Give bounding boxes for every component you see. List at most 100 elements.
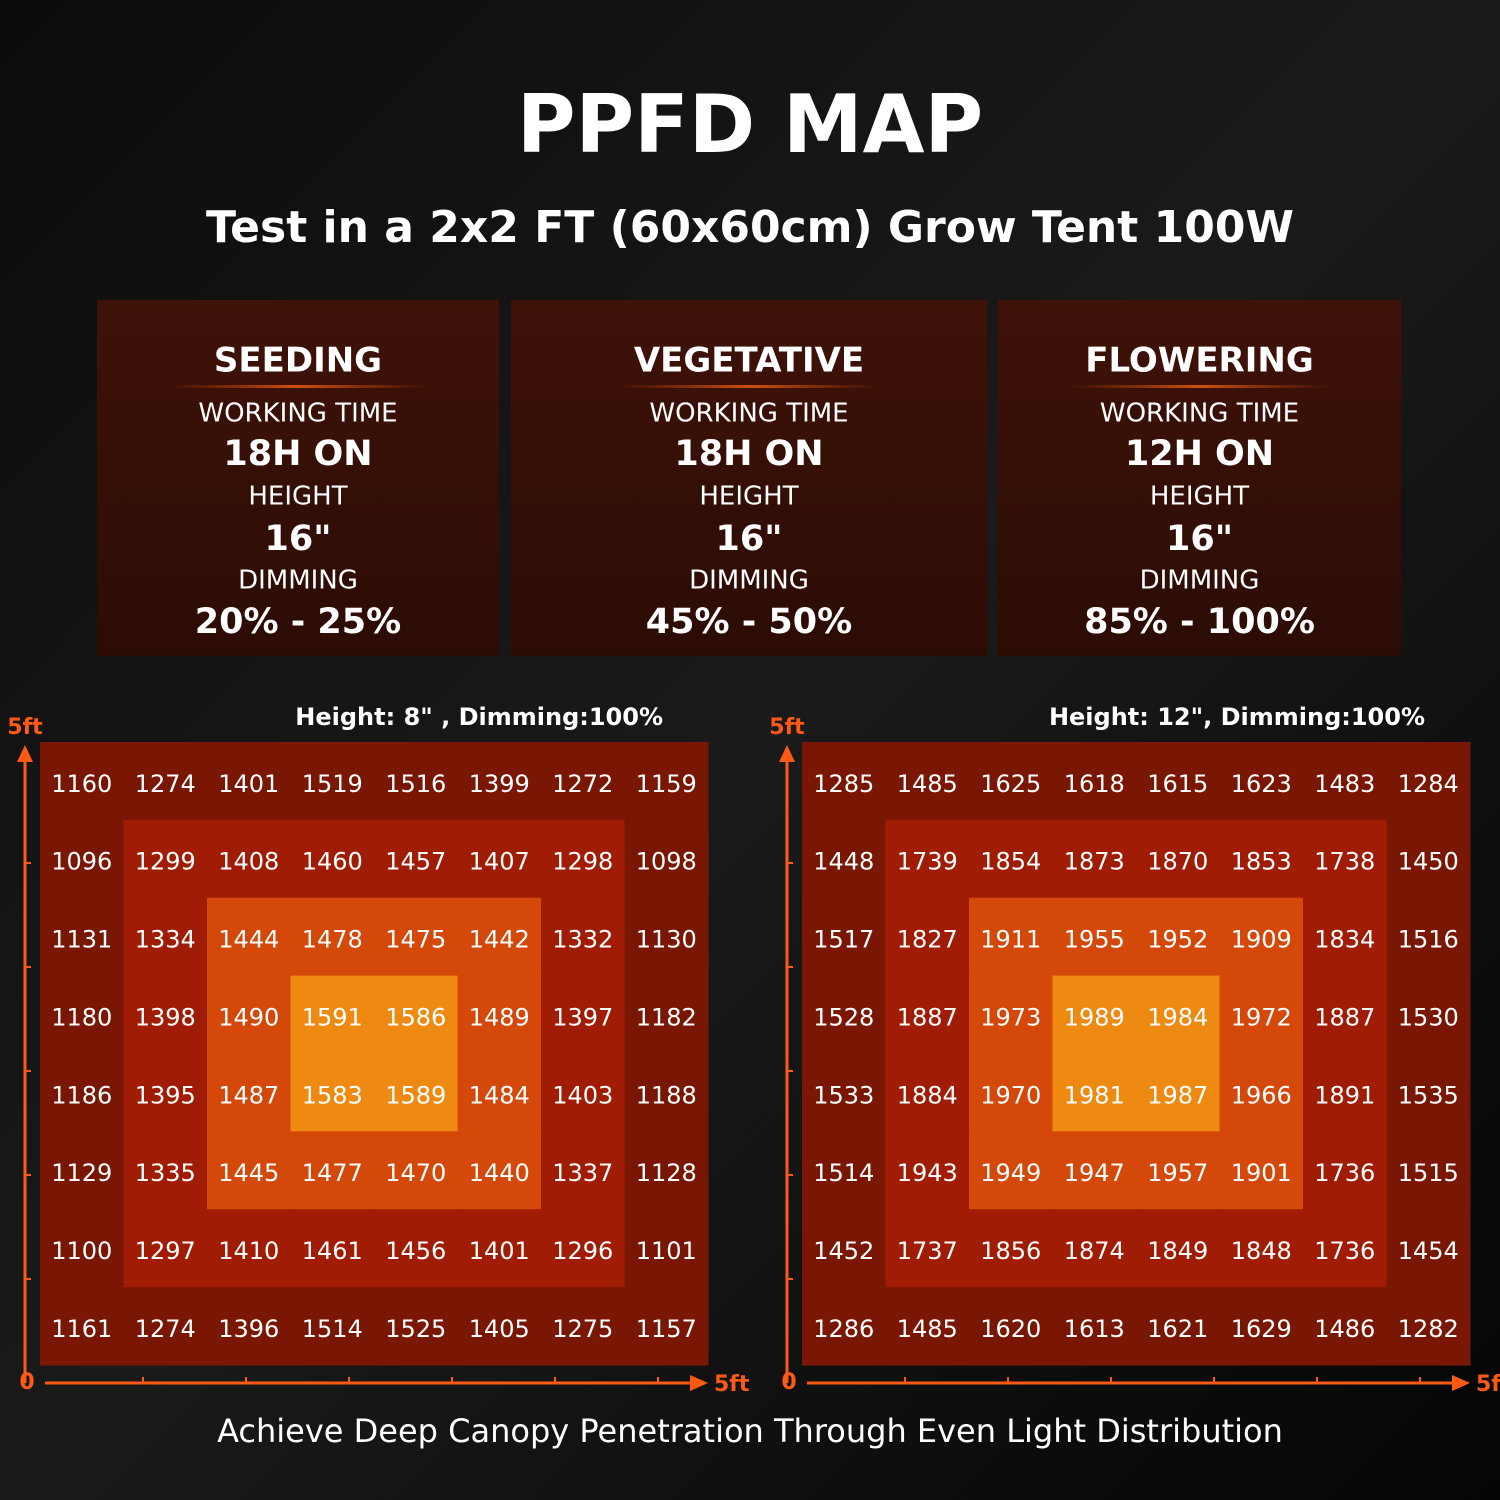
map-cell	[207, 1287, 291, 1366]
map-cell	[969, 1131, 1053, 1210]
ppfd-value: 1445	[218, 1159, 279, 1187]
y-arrow	[779, 745, 795, 762]
map-cell	[374, 897, 458, 977]
y-arrow	[17, 745, 33, 762]
map-cell	[40, 1209, 124, 1288]
ppfd-value: 1161	[51, 1315, 112, 1343]
ppfd-value: 1874	[1064, 1237, 1125, 1265]
ppfd-value: 1949	[980, 1159, 1041, 1187]
map-cell	[207, 975, 291, 1054]
map-cell	[802, 742, 886, 821]
map-cell	[40, 1131, 124, 1210]
ppfd-value: 1739	[897, 848, 958, 876]
ppfd-value: 1952	[1147, 926, 1208, 954]
map-cell	[969, 975, 1053, 1054]
x-axis-label: 5ft	[714, 1372, 750, 1397]
ppfd-value: 1957	[1147, 1159, 1208, 1187]
map-cell	[969, 1287, 1053, 1366]
map-cell	[969, 897, 1053, 977]
ppfd-value: 1297	[135, 1237, 196, 1265]
stage-height: 16"	[1166, 519, 1233, 559]
ppfd-value: 1157	[636, 1315, 697, 1343]
map-cell	[1136, 975, 1220, 1054]
ppfd-value: 1274	[135, 1315, 196, 1343]
ppfd-value: 1884	[897, 1081, 958, 1109]
ppfd-value: 1272	[552, 770, 613, 798]
ppfd-value: 1623	[1231, 770, 1292, 798]
ppfd-value: 1337	[552, 1159, 613, 1187]
ppfd-value: 1286	[813, 1315, 874, 1343]
ppfd-value: 1530	[1398, 1003, 1459, 1031]
ppfd-value: 1737	[897, 1237, 958, 1265]
map-cell	[1386, 1287, 1471, 1366]
ppfd-value: 1516	[1398, 926, 1459, 954]
map-cell	[40, 742, 124, 821]
ppfd-value: 1514	[813, 1159, 874, 1187]
ppfd-value: 1970	[980, 1081, 1041, 1109]
map-cell	[802, 1053, 886, 1132]
ppfd-value: 1460	[302, 848, 363, 876]
map-cell	[541, 819, 625, 899]
map-cell	[207, 742, 291, 821]
ppfd-value: 1448	[813, 848, 874, 876]
map-cell	[802, 1287, 886, 1366]
map-cell	[802, 1131, 886, 1210]
map-cell	[885, 1209, 970, 1288]
map-cell	[885, 975, 970, 1054]
map-cell	[123, 897, 208, 977]
ppfd-value: 1398	[135, 1003, 196, 1031]
map-cell	[885, 1287, 970, 1366]
map-cell	[123, 1131, 208, 1210]
ppfd-value: 1887	[897, 1003, 958, 1031]
ppfd-value: 1981	[1064, 1081, 1125, 1109]
map-cell	[290, 742, 375, 821]
ppfd-value: 1613	[1064, 1315, 1125, 1343]
ppfd-value: 1284	[1398, 770, 1459, 798]
map-cell	[1052, 742, 1137, 821]
ppfd-value: 1989	[1064, 1003, 1125, 1031]
map-cell	[457, 742, 542, 821]
map-cell	[541, 1209, 625, 1288]
ppfd-value: 1629	[1231, 1315, 1292, 1343]
map-cell	[123, 975, 208, 1054]
origin-label: 0	[19, 1370, 34, 1395]
map-cell	[1303, 897, 1387, 977]
ppfd-value: 1335	[135, 1159, 196, 1187]
stage-box	[511, 300, 987, 656]
ppfd-value: 1483	[1314, 770, 1375, 798]
ppfd-value: 1625	[980, 770, 1041, 798]
ppfd-value: 1334	[135, 926, 196, 954]
ppfd-value: 1738	[1314, 848, 1375, 876]
stage-dimming: 45% - 50%	[646, 602, 852, 642]
map-cell	[624, 975, 709, 1054]
ppfd-value: 1399	[469, 770, 530, 798]
ppfd-value: 1485	[897, 1315, 958, 1343]
map-cell	[374, 1131, 458, 1210]
ppfd-value: 1475	[385, 926, 446, 954]
ppfd-value: 1891	[1314, 1081, 1375, 1109]
map-cell	[624, 1053, 709, 1132]
map-cell	[374, 1053, 458, 1132]
ppfd-value: 1450	[1398, 848, 1459, 876]
stage-height: 16"	[716, 519, 783, 559]
map-cell	[802, 897, 886, 977]
map-caption: Height: 12", Dimming:100%	[1049, 703, 1425, 731]
stage-rule	[168, 385, 428, 388]
stage-box	[97, 300, 499, 656]
ppfd-value: 1470	[385, 1159, 446, 1187]
ppfd-value: 1586	[385, 1003, 446, 1031]
map-cell	[541, 897, 625, 977]
stage-height-label: HEIGHT	[248, 482, 347, 512]
ppfd-value: 1282	[1398, 1315, 1459, 1343]
ppfd-value: 1736	[1314, 1159, 1375, 1187]
ppfd-value: 1408	[218, 848, 279, 876]
ppfd-value: 1516	[385, 770, 446, 798]
map-cell	[374, 819, 458, 899]
map-cell	[969, 819, 1053, 899]
ppfd-value: 1620	[980, 1315, 1041, 1343]
ppfd-value: 1484	[469, 1081, 530, 1109]
map-cell	[457, 1053, 542, 1132]
ppfd-value: 1477	[302, 1159, 363, 1187]
ppfd-value: 1274	[135, 770, 196, 798]
